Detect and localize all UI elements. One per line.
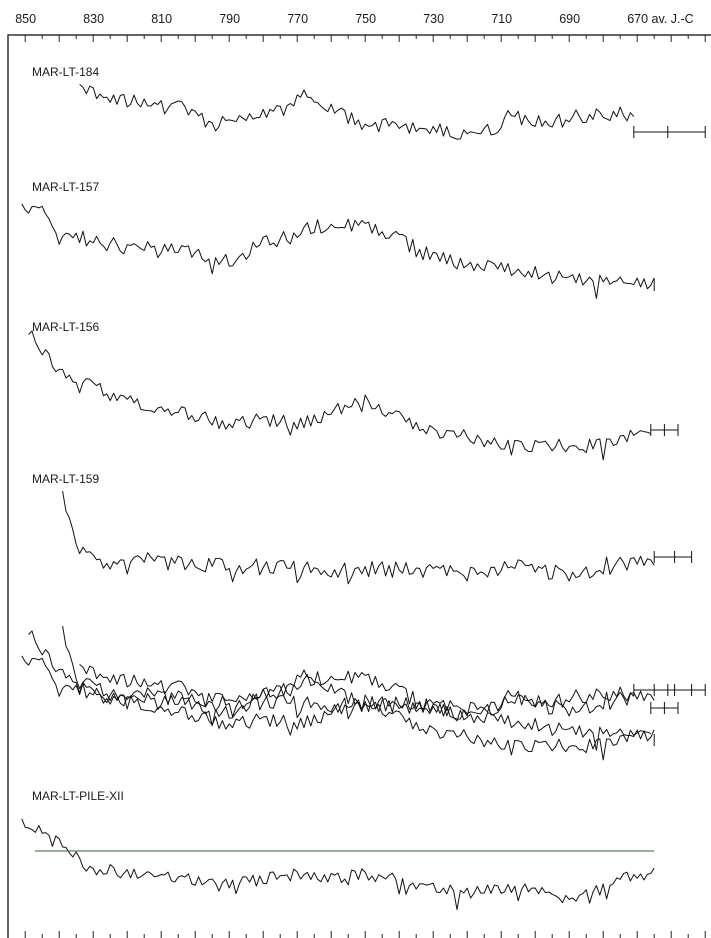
x-axis-ticks-bottom	[24, 931, 706, 938]
series-line	[62, 491, 655, 585]
panel: MAR-LT-156	[28, 320, 679, 461]
series-label: MAR-LT-184	[32, 65, 99, 79]
x-tick-label: 810	[151, 12, 172, 26]
panels: MAR-LT-184 MAR-LT-157 MAR-LT-156 MAR-LT-159…	[21, 65, 706, 911]
series-label: MAR-LT-157	[32, 180, 99, 194]
x-tick-label: 750	[355, 12, 376, 26]
superimposed-series-line	[79, 663, 635, 720]
panel: MAR-LT-157	[21, 180, 655, 299]
series-label: MAR-LT-159	[32, 472, 99, 486]
x-tick-label: 730	[423, 12, 444, 26]
x-tick-label: 690	[559, 12, 580, 26]
x-tick-label: 670 av. J.-C	[627, 12, 693, 26]
panel: MAR-LT-159	[32, 472, 693, 585]
panel: MAR-LT-184	[32, 65, 706, 140]
series-line	[21, 818, 655, 911]
x-axis-ticks-top	[24, 35, 706, 42]
x-tick-label: 830	[83, 12, 104, 26]
panel	[21, 626, 706, 761]
x-tick-label: 770	[287, 12, 308, 26]
x-tick-label: 790	[219, 12, 240, 26]
series-line	[21, 203, 655, 299]
chart-frame	[7, 34, 711, 938]
panel: MAR-LT-PILE-XII	[21, 789, 655, 911]
series-line	[28, 330, 651, 461]
series-label: MAR-LT-156	[32, 320, 99, 334]
x-axis-tick-labels: 850 830 810 790 770 750 730 710 690 670 av. J.-C	[15, 12, 693, 26]
superimposed-series-line	[21, 655, 655, 751]
x-tick-label: 710	[491, 12, 512, 26]
superimposed-series-line	[62, 626, 655, 720]
series-label: MAR-LT-PILE-XII	[32, 789, 124, 803]
series-line	[79, 83, 635, 140]
x-tick-label: 850	[15, 12, 36, 26]
